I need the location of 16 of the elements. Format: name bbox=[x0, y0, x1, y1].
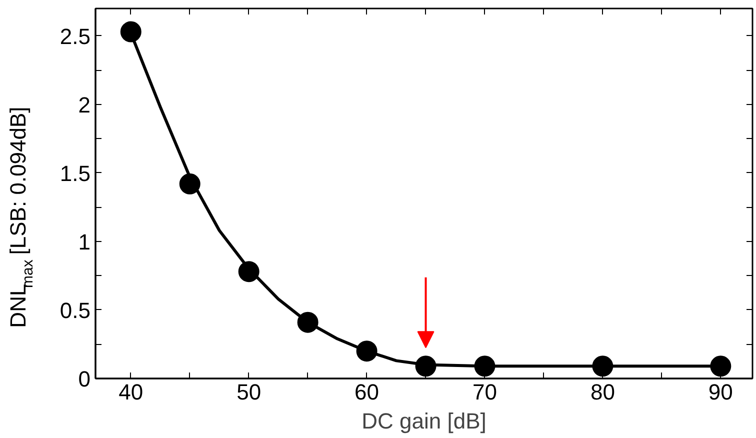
point bbox=[120, 21, 142, 42]
y-tick-label: 1.5 bbox=[60, 160, 91, 186]
y-tick-label: 2.5 bbox=[60, 24, 91, 49]
point bbox=[710, 356, 732, 377]
x-axis-title: DC gain [dB] bbox=[362, 408, 486, 434]
x-tick-label: 80 bbox=[590, 380, 615, 404]
x-tick-label: 90 bbox=[708, 380, 733, 404]
x-tick-label: 40 bbox=[118, 380, 144, 404]
y-axis-title: DNLmax [LSB: 0.094dB] bbox=[6, 106, 36, 328]
y-tick-label: 2 bbox=[78, 92, 91, 118]
y-tick-label: 0 bbox=[78, 366, 91, 392]
x-tick-label: 70 bbox=[472, 380, 497, 404]
y-tick-label: 0.5 bbox=[60, 298, 91, 323]
x-tick-label: 50 bbox=[236, 380, 262, 404]
x-tick-label: 60 bbox=[354, 380, 380, 404]
y-tick-label: 1 bbox=[78, 229, 91, 254]
